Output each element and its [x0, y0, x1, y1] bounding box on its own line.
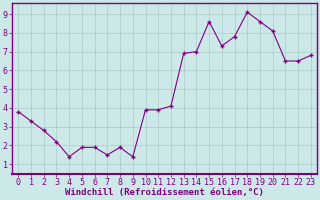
- X-axis label: Windchill (Refroidissement éolien,°C): Windchill (Refroidissement éolien,°C): [65, 188, 264, 197]
